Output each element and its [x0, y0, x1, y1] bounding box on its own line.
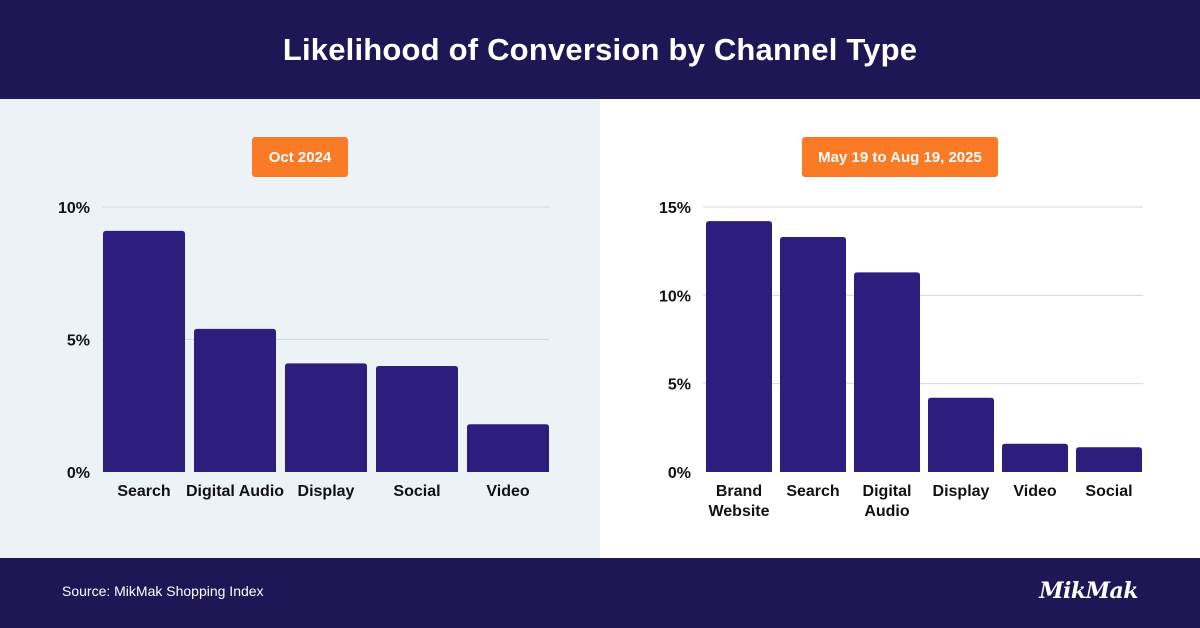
x-category-label: Digital Audio: [863, 483, 912, 520]
header-banner: Likelihood of Conversion by Channel Type: [0, 0, 1200, 99]
x-category-label: Display: [298, 483, 355, 500]
y-tick-label: 0%: [668, 465, 691, 482]
x-category-label: Search: [786, 483, 839, 500]
bar-search: [780, 237, 846, 472]
bar-digital-audio: [194, 328, 276, 472]
period-badge: [802, 137, 998, 177]
mikmak-logo: MikMak: [1039, 578, 1138, 604]
x-category-label: Display: [933, 483, 990, 500]
x-category-label: Brand Website: [708, 483, 769, 520]
x-category-label: Social: [393, 483, 440, 500]
period-badge-label: Oct 2024: [269, 149, 332, 166]
x-category-label: Search: [117, 483, 170, 500]
x-category-label: Video: [486, 483, 530, 500]
chart-may-aug-2025: May 19 to Aug 19, 2025 0% 5% 10% 15% Brand Web…: [659, 137, 1143, 520]
x-category-label: Video: [1013, 483, 1057, 500]
period-badge-label: May 19 to Aug 19, 2025: [818, 149, 982, 166]
y-tick-label: 10%: [659, 288, 691, 305]
bar-brand-website: [706, 221, 772, 472]
chart-panel-oct-2024: Oct 2024 0% 5% 10% Search Digital Audio Displa…: [0, 99, 600, 558]
x-category-label: Digital Audio: [186, 483, 284, 500]
bar-video: [1002, 443, 1068, 472]
source-note: Source: MikMak Shopping Index: [62, 583, 264, 599]
y-tick-label: 0%: [67, 465, 90, 482]
bar-search: [103, 230, 185, 472]
bar-video: [467, 424, 549, 472]
footer-banner: Source: MikMak Shopping Index MikMak: [0, 558, 1200, 628]
y-tick-label: 5%: [668, 377, 691, 394]
chart-panel-2025: May 19 to Aug 19, 2025 0% 5% 10% 15% Brand Web…: [600, 99, 1200, 558]
bar-social: [376, 366, 458, 472]
y-tick-label: 15%: [659, 200, 691, 217]
x-category-label: Social: [1085, 483, 1132, 500]
period-badge: [252, 137, 348, 177]
chart-oct-2024: Oct 2024 0% 5% 10% Search Digital Audio Displa…: [58, 137, 549, 500]
y-tick-label: 5%: [67, 333, 90, 350]
y-tick-label: 10%: [58, 200, 90, 217]
bar-digital-audio: [854, 272, 920, 472]
bar-display: [285, 363, 367, 472]
bar-social: [1076, 447, 1142, 472]
bar-display: [928, 397, 994, 472]
page-title: Likelihood of Conversion by Channel Type: [282, 31, 918, 67]
